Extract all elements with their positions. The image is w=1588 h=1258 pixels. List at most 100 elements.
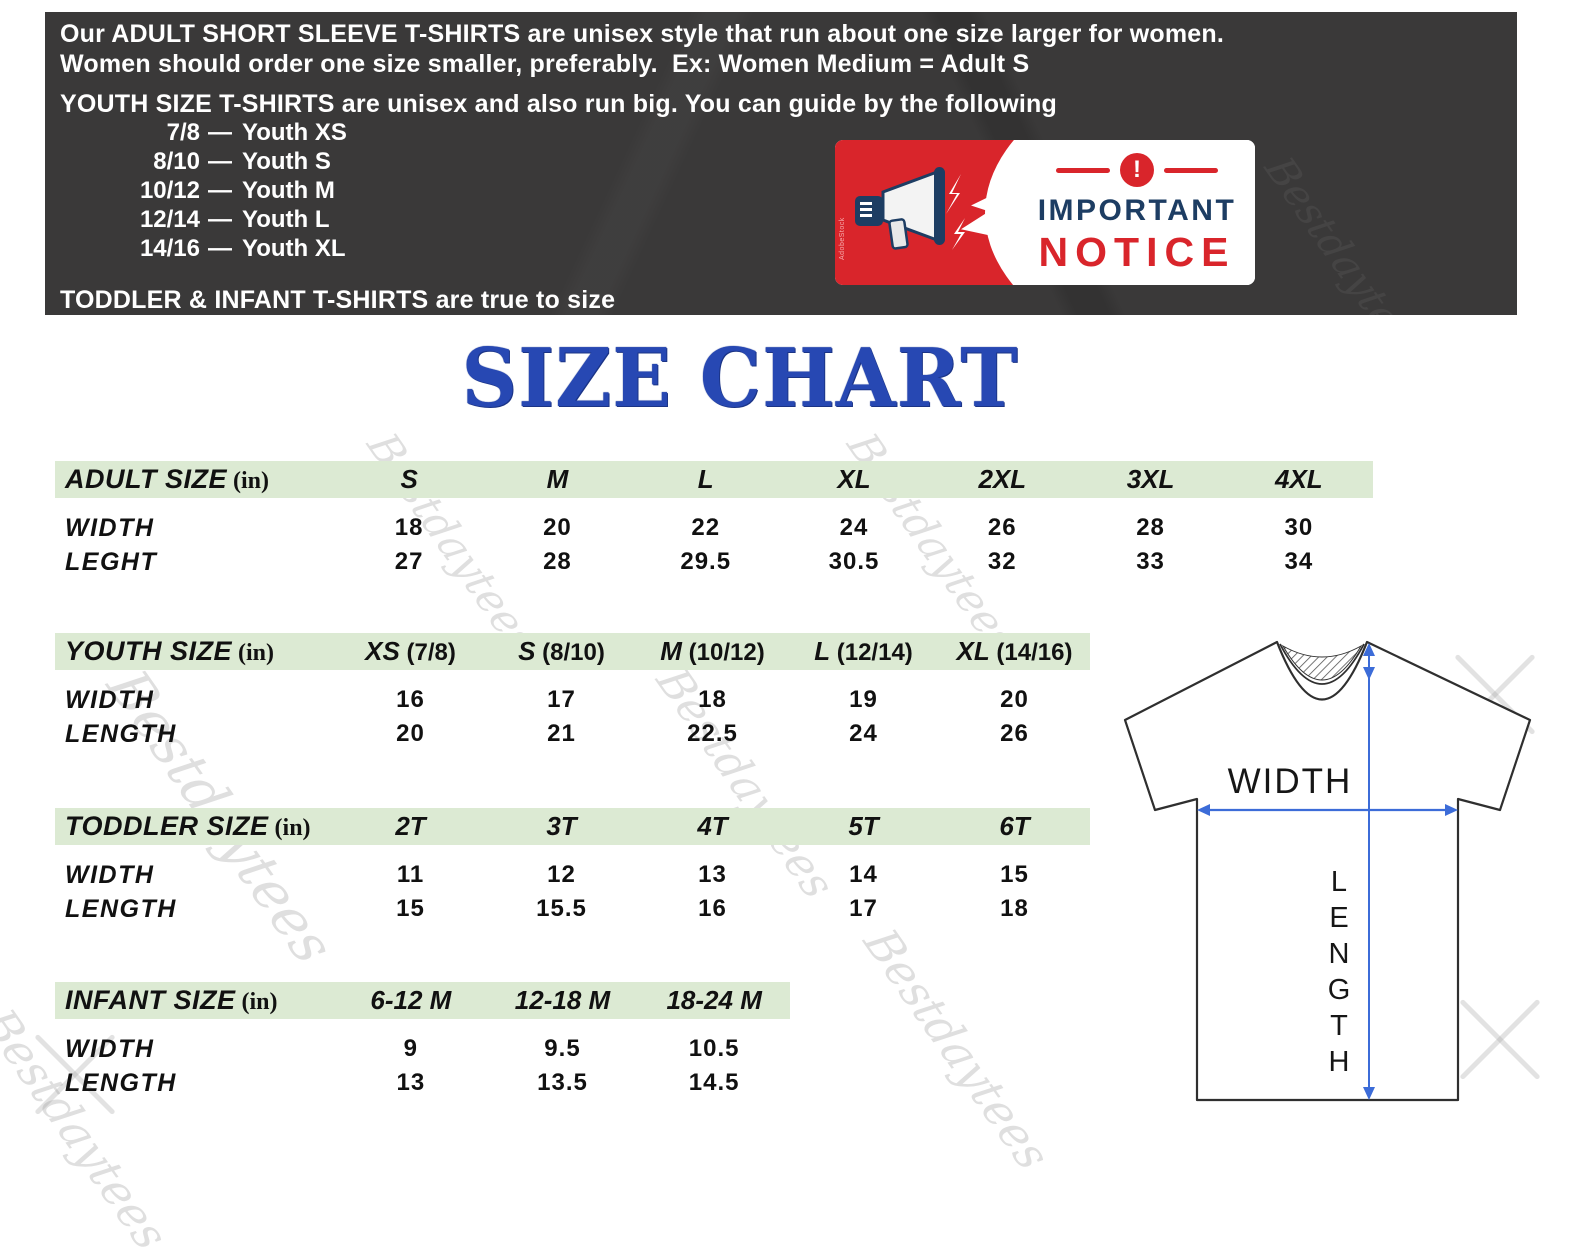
cell-value: 22.5 xyxy=(687,720,738,747)
column-size: XL xyxy=(837,464,871,494)
column-size: 5T xyxy=(848,811,879,841)
row-label: LENGTH xyxy=(65,1068,177,1097)
column-size: M xyxy=(546,464,569,494)
table-row: WIDTH 11 12 13 14 15 xyxy=(55,858,1090,892)
table-title: YOUTH SIZE xyxy=(65,636,233,666)
cell-value: 21 xyxy=(547,720,576,747)
column-range: (7/8) xyxy=(399,639,456,666)
column-header: S (8/10) xyxy=(486,636,637,667)
guide-label: Youth XL xyxy=(242,235,346,262)
column-size: 2XL xyxy=(978,464,1027,494)
row-label: WIDTH xyxy=(65,860,155,889)
cell-value: 12 xyxy=(547,861,576,888)
cell-value: 9 xyxy=(403,1035,418,1062)
watermark: Bestdaytees xyxy=(852,920,1063,1178)
column-size: M xyxy=(660,636,682,666)
cell-value: 13 xyxy=(698,861,727,888)
column-size: 4T xyxy=(697,811,728,841)
infant-size-table: INFANT SIZE (in) 6-12 M 12-18 M 18-24 M WIDT… xyxy=(55,982,790,1100)
guide-separator: — xyxy=(208,235,232,262)
youth-size-table: YOUTH SIZE (in) XS (7/8) S (8/10) M (10/12)… xyxy=(55,633,1090,751)
column-range: (8/10) xyxy=(535,639,605,666)
cell-value: 20 xyxy=(543,514,572,541)
cell-value: 28 xyxy=(543,548,572,575)
column-size: 12-18 M xyxy=(514,985,611,1015)
accent-dash xyxy=(1056,167,1110,173)
table-title-cell: ADULT SIZE (in) xyxy=(55,464,335,495)
table-title-cell: YOUTH SIZE (in) xyxy=(55,636,335,667)
cell-value: 15 xyxy=(1000,861,1029,888)
cell-value: 15.5 xyxy=(536,895,587,922)
cell-value: 10.5 xyxy=(688,1035,740,1062)
row-label: WIDTH xyxy=(65,685,155,714)
column-header: L xyxy=(632,464,780,495)
table-body: WIDTH 9 9.5 10.5 LENGTH 13 13.5 14.5 xyxy=(55,1032,790,1100)
table-header-bar: TODDLER SIZE (in) 2T 3T 4T 5T 6T xyxy=(55,808,1090,845)
cell-value: 20 xyxy=(396,720,425,747)
cell-value: 14.5 xyxy=(688,1069,740,1096)
table-row: LENGTH 20 21 22.5 24 26 xyxy=(55,717,1090,751)
guide-label: Youth M xyxy=(242,177,335,204)
table-body: WIDTH 11 12 13 14 15 LENGTH 15 15.5 16 17 18 xyxy=(55,858,1090,926)
guide-separator: — xyxy=(208,148,232,175)
guide-range: 12/14 xyxy=(139,206,200,233)
width-arrow xyxy=(1197,804,1458,816)
adult-size-table: ADULT SIZE (in) S M L XL 2XL 3XL 4XL WIDTH 18 20 22… xyxy=(55,461,1373,579)
banner-line-1: Our ADULT SHORT SLEEVE T-SHIRTS are unis… xyxy=(60,20,1225,48)
page-title: SIZE CHART xyxy=(461,332,1019,426)
cell-value: 34 xyxy=(1284,548,1314,575)
table-title: INFANT SIZE xyxy=(65,985,236,1015)
table-header-bar: YOUTH SIZE (in) XS (7/8) S (8/10) M (10/12)… xyxy=(55,633,1090,670)
column-size: L xyxy=(697,464,714,494)
column-header: XL (14/16) xyxy=(939,636,1090,667)
table-title-cell: TODDLER SIZE (in) xyxy=(55,811,335,842)
cell-value: 17 xyxy=(849,895,878,922)
column-range: (12/14) xyxy=(830,639,913,666)
column-header: M xyxy=(483,464,631,495)
column-header: 4XL xyxy=(1225,464,1373,495)
collar-hatch xyxy=(1281,644,1363,681)
row-label: LENGTH xyxy=(65,719,177,748)
tshirt-outline xyxy=(1123,640,1532,1102)
table-row: WIDTH 9 9.5 10.5 xyxy=(55,1032,790,1066)
cell-value: 30.5 xyxy=(828,548,880,575)
length-letter: T xyxy=(1330,1010,1348,1042)
row-label: LENGTH xyxy=(65,894,177,923)
stock-credit: AdobeStock xyxy=(839,217,846,260)
length-letter: H xyxy=(1328,1046,1350,1078)
megaphone-icon xyxy=(855,167,965,250)
column-header: 5T xyxy=(788,811,939,842)
cell-value: 18 xyxy=(698,686,727,713)
important-notice-badge: ! IMPORTANT NOTICE AdobeStock xyxy=(835,140,1255,285)
column-size: 3XL xyxy=(1126,464,1175,494)
column-size: 6T xyxy=(999,811,1030,841)
guide-separator: — xyxy=(208,206,232,233)
length-arrow xyxy=(1363,643,1375,1100)
cell-value: 18 xyxy=(1000,895,1029,922)
column-size: 18-24 M xyxy=(666,985,762,1015)
column-range: (14/16) xyxy=(989,639,1073,666)
column-header: 3T xyxy=(486,811,637,842)
cell-value: 9.5 xyxy=(544,1035,581,1062)
guide-range: 14/16 xyxy=(139,235,200,262)
row-label: WIDTH xyxy=(65,513,155,542)
column-size: 6-12 M xyxy=(370,985,452,1015)
table-header-bar: INFANT SIZE (in) 6-12 M 12-18 M 18-24 M xyxy=(55,982,790,1019)
cell-value: 16 xyxy=(698,895,727,922)
cell-value: 22 xyxy=(691,514,721,541)
lightning-bolt-icon xyxy=(952,218,965,250)
column-header: XL xyxy=(780,464,928,495)
column-header: 2T xyxy=(335,811,486,842)
row-label: WIDTH xyxy=(65,1034,155,1063)
toddler-size-table: TODDLER SIZE (in) 2T 3T 4T 5T 6T WIDTH 11 12 13 14… xyxy=(55,808,1090,926)
column-size: S xyxy=(400,464,418,494)
notice-word-notice: NOTICE xyxy=(1038,229,1236,275)
column-size: XL xyxy=(956,636,990,666)
top-notice-banner: Our ADULT SHORT SLEEVE T-SHIRTS are unis… xyxy=(45,12,1517,315)
table-title-cell: INFANT SIZE (in) xyxy=(55,985,335,1016)
cell-value: 20 xyxy=(1000,686,1029,713)
table-row: LEGHT 27 28 29.5 30.5 32 33 34 xyxy=(55,545,1373,579)
length-letter: L xyxy=(1330,866,1348,898)
table-title: ADULT SIZE xyxy=(65,464,227,494)
cell-value: 29.5 xyxy=(680,548,732,575)
